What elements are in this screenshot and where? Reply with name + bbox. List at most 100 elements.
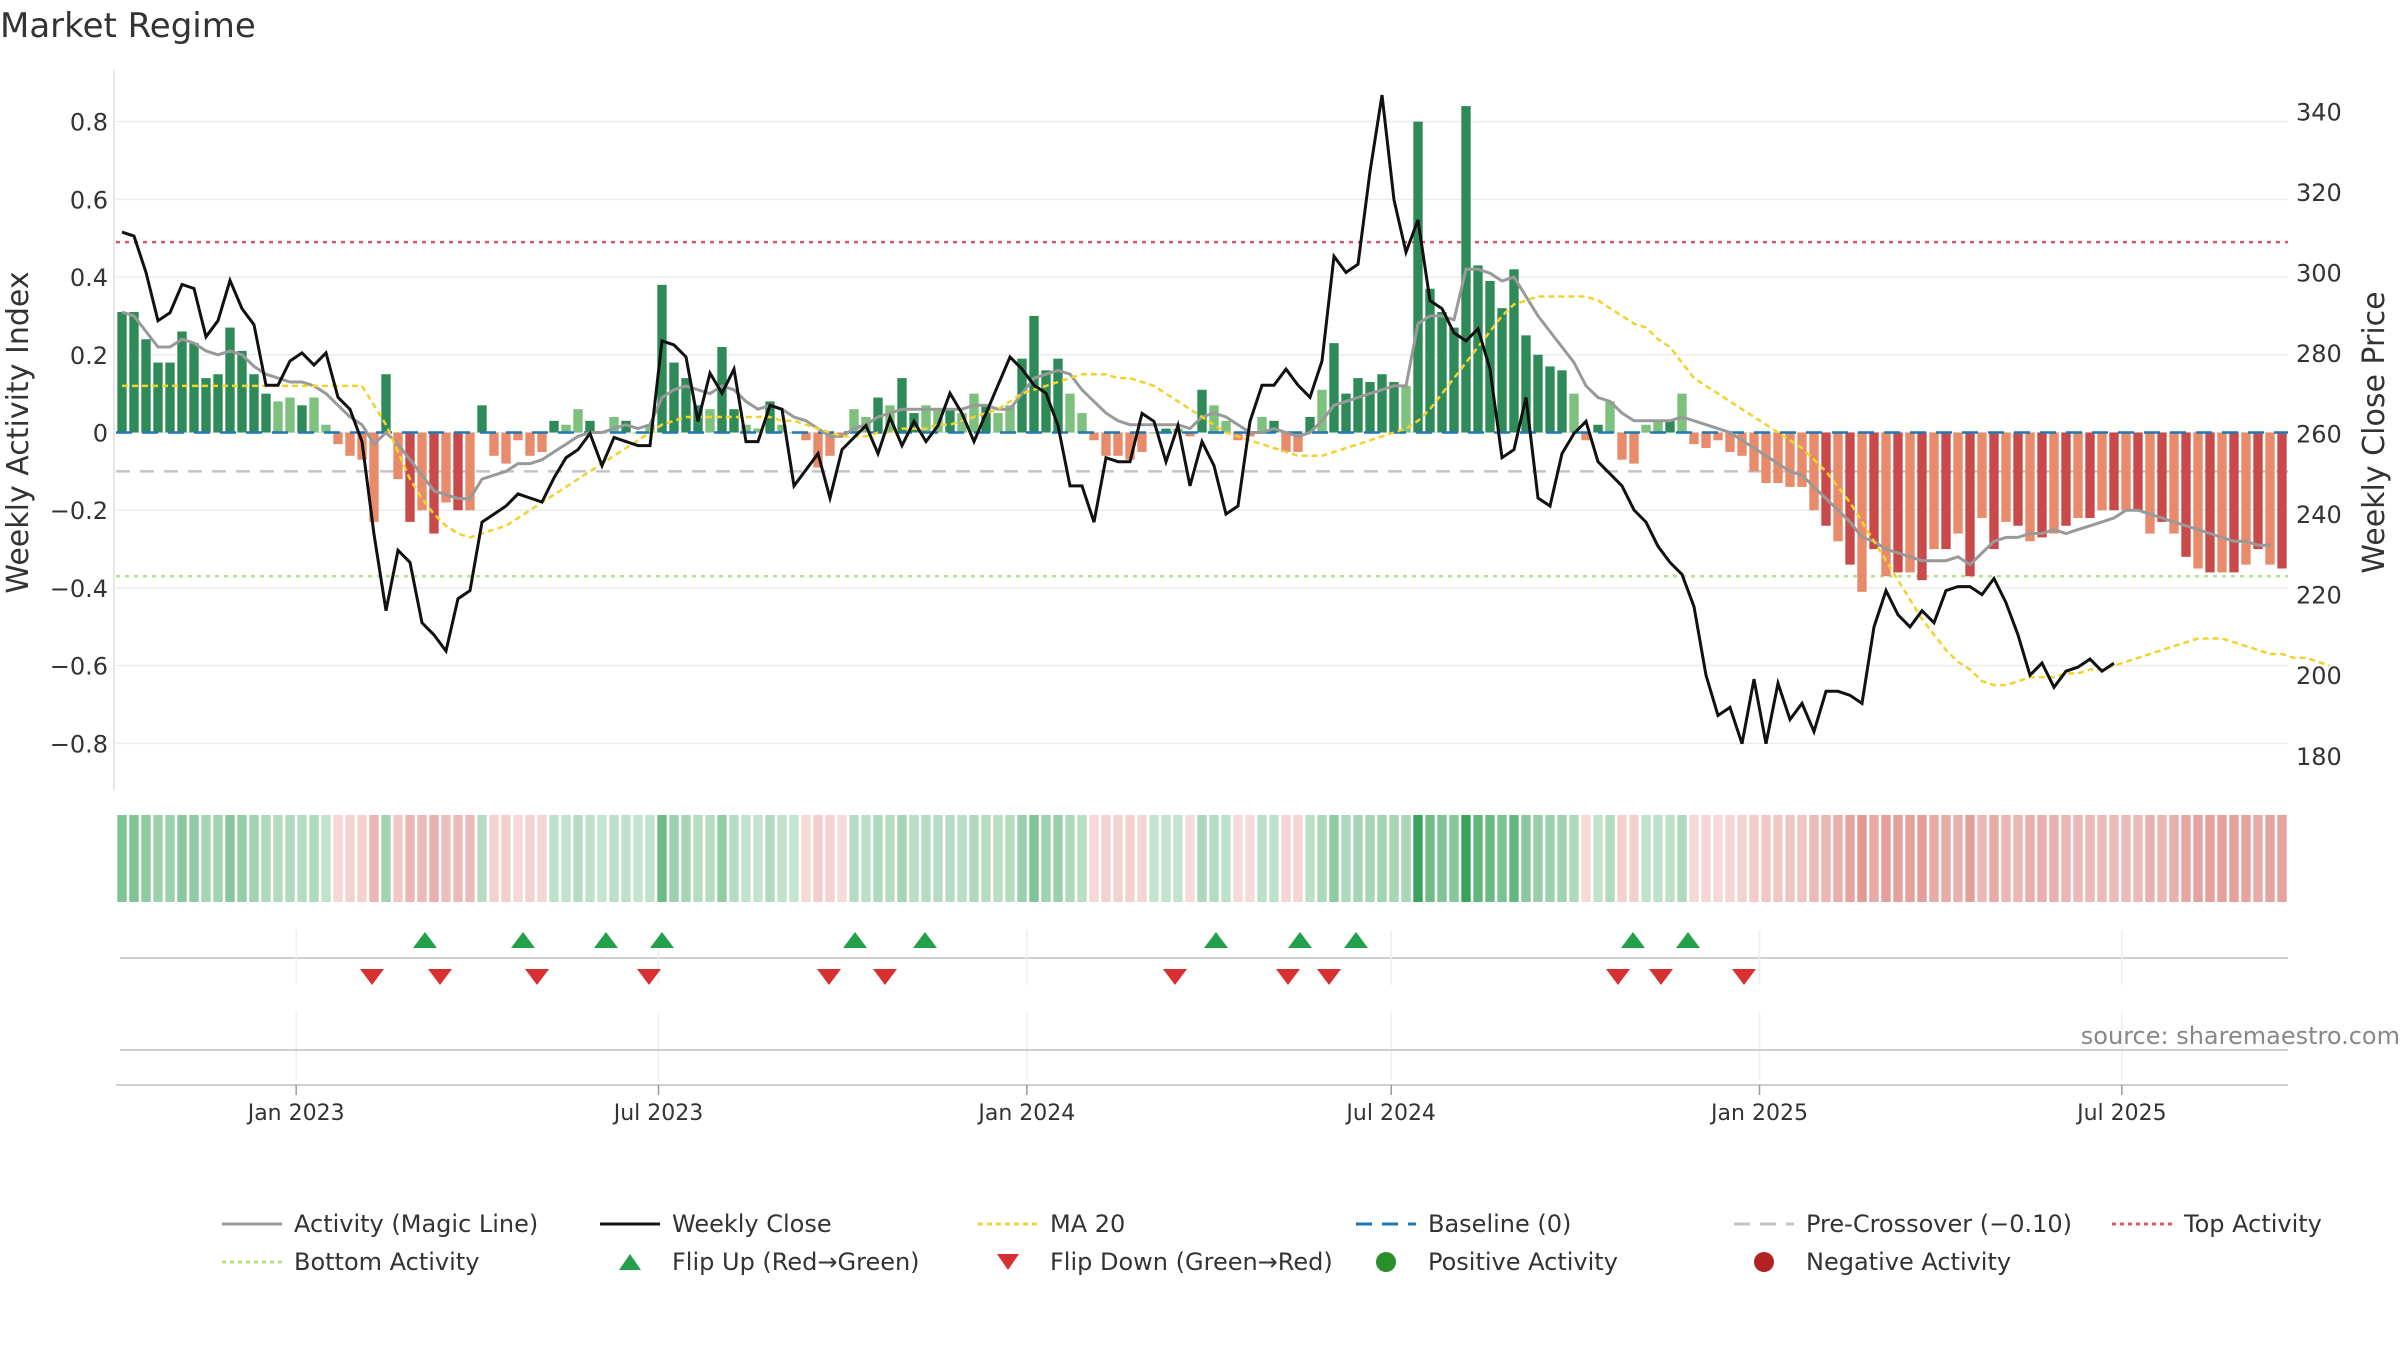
activity-bar [1785, 432, 1795, 487]
heat-strip-cell [2061, 815, 2071, 902]
activity-bar [1509, 269, 1519, 433]
legend-label: Negative Activity [1806, 1248, 2012, 1276]
heat-strip-cell [1857, 815, 1867, 902]
heat-strip-cell [1629, 815, 1639, 902]
flip-up-marker [913, 932, 937, 948]
activity-bar [393, 432, 403, 480]
activity-bar [297, 405, 307, 433]
heat-strip-cell [1077, 815, 1087, 902]
legend-label: Flip Down (Green→Red) [1050, 1248, 1333, 1276]
heat-strip-cell [537, 815, 547, 902]
flip-up-marker [1204, 932, 1228, 948]
activity-bar [2157, 432, 2167, 522]
activity-bar [1425, 288, 1435, 433]
heat-strip-cell [1245, 815, 1255, 902]
activity-bar [1941, 432, 1951, 550]
heat-strip-cell [1689, 815, 1699, 902]
heat-strip-cell [969, 815, 979, 902]
flip-up-marker [1621, 932, 1645, 948]
activity-bar [1545, 366, 1555, 433]
activity-bar [1773, 432, 1783, 484]
heat-strip-cell [513, 815, 523, 902]
activity-bar [969, 393, 979, 433]
flip-down-marker [1606, 969, 1630, 985]
heat-strip-cell [2157, 815, 2167, 902]
heat-strip-cell [885, 815, 895, 902]
heat-strip-cell [1413, 815, 1423, 902]
heat-strip-cell [717, 815, 727, 902]
heat-strip-cell [213, 815, 223, 902]
heat-strip-cell [1641, 815, 1651, 902]
flip-up-marker [1344, 932, 1368, 948]
activity-bar [129, 312, 139, 433]
heat-strip-cell [1749, 815, 1759, 902]
activity-bar [1857, 432, 1867, 592]
heat-strip-cell [177, 815, 187, 902]
heat-strip-cell [897, 815, 907, 902]
activity-bar [1485, 280, 1495, 433]
source-note: source: sharemaestro.com [2080, 1022, 2400, 1050]
x-tick-label: Jan 2025 [1709, 1101, 1808, 1126]
activity-bar [1281, 432, 1291, 452]
heat-strip-cell [441, 815, 451, 902]
activity-bar [825, 432, 835, 456]
heat-strip-cell [1521, 815, 1531, 902]
heat-strip-cell [249, 815, 259, 902]
heat-strip-cell [1761, 815, 1771, 902]
activity-bar [657, 284, 667, 433]
activity-bar [345, 432, 355, 456]
legend-item-close: Weekly Close [600, 1210, 832, 1238]
heat-strip-cell [1209, 815, 1219, 902]
solid-black-line-icon [600, 1212, 660, 1236]
heat-strip-cell [2133, 815, 2143, 902]
activity-bar [1389, 381, 1399, 433]
activity-bar [1161, 428, 1171, 433]
activity-bar [1557, 370, 1567, 433]
x-tick-label: Jan 2023 [246, 1101, 345, 1126]
activity-bar [2061, 432, 2071, 526]
activity-bar [369, 432, 379, 522]
legend-item-negative: Negative Activity [1734, 1248, 2011, 1276]
activity-bar [1581, 432, 1591, 441]
heat-strip-cell [1365, 815, 1375, 902]
activity-bar [1881, 432, 1891, 577]
flip-up-marker [511, 932, 535, 948]
heat-strip-cell [1281, 815, 1291, 902]
y2-tick-label: 300 [2296, 259, 2342, 287]
activity-bar [1053, 358, 1063, 433]
activity-bar [2037, 432, 2047, 538]
legend-label: Bottom Activity [294, 1248, 480, 1276]
activity-bar [2181, 432, 2191, 557]
heat-strip-cell [729, 815, 739, 902]
heat-strip-cell [765, 815, 775, 902]
heat-strip-cell [2121, 815, 2131, 902]
heat-strip-cell [1161, 815, 1171, 902]
activity-bar [681, 378, 691, 433]
activity-bar [609, 416, 619, 433]
activity-bar [741, 424, 751, 433]
activity-bar [153, 362, 163, 433]
activity-bar [645, 424, 655, 433]
dotted-yellow-line-icon [978, 1212, 1038, 1236]
activity-bar [1593, 424, 1603, 433]
heat-strip-cell [681, 815, 691, 902]
heat-strip-cell [189, 815, 199, 902]
y-axis-title: Weekly Activity Index [1, 271, 36, 593]
heat-strip-cell [873, 815, 883, 902]
heat-strip-cell [393, 815, 403, 902]
heat-strip-cell [1581, 815, 1591, 902]
y-tick-label: 0.6 [70, 186, 108, 214]
activity-bar [729, 409, 739, 433]
activity-bar [1413, 121, 1423, 433]
activity-bar [2169, 432, 2179, 534]
activity-bar [1905, 432, 1915, 573]
heat-strip-cell [261, 815, 271, 902]
heat-strip-cell [669, 815, 679, 902]
activity-bar [993, 413, 1003, 433]
heat-strip-cell [1953, 815, 1963, 902]
activity-bar [2013, 432, 2023, 526]
heat-strip-cell [1677, 815, 1687, 902]
heat-strip-cell [2013, 815, 2023, 902]
activity-bar [1533, 354, 1543, 433]
